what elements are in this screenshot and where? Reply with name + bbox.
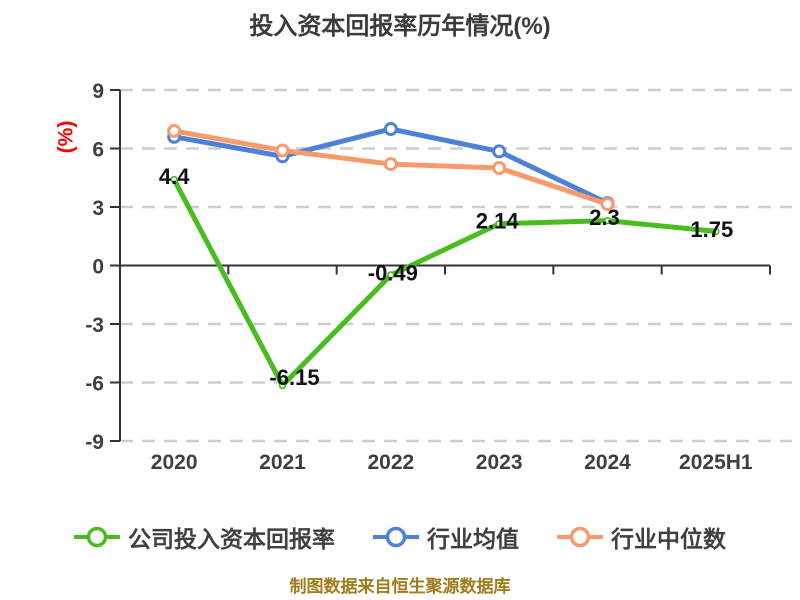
y-tick-label: 3 (92, 197, 104, 220)
data-point (275, 143, 290, 158)
legend-label: 行业中位数 (611, 526, 726, 552)
y-tick-label: 0 (92, 256, 104, 279)
x-tick-label: 2020 (151, 451, 198, 474)
x-tick-label: 2025H1 (679, 451, 753, 474)
x-axis-ticks (119, 265, 771, 275)
legend-label: 公司投入资本回报率 (128, 526, 335, 552)
y-axis-ticks: 9 6 3 0 -3 -6 -9 (85, 80, 120, 454)
legend-item-industry-median[interactable]: 行业中位数 (557, 520, 726, 554)
line-marker-icon (373, 526, 419, 548)
value-label: 2.14 (476, 208, 520, 233)
series-company-roic (170, 175, 720, 390)
legend: 公司投入资本回报率 行业均值 行业中位数 (0, 520, 800, 554)
value-label: 4.4 (159, 164, 190, 189)
chart-title: 投入资本回报率历年情况(%) (249, 13, 551, 40)
legend-label: 行业均值 (427, 526, 519, 552)
y-tick-label: 6 (92, 139, 104, 162)
value-label: 2.3 (589, 205, 620, 230)
x-tick-label: 2024 (584, 451, 631, 474)
data-point (712, 227, 720, 236)
value-label: -0.49 (368, 261, 418, 286)
legend-item-company-roic[interactable]: 公司投入资本回报率 (74, 520, 335, 554)
x-tick-label: 2023 (476, 451, 523, 474)
data-point (603, 216, 612, 225)
value-label: 1.75 (690, 217, 733, 242)
data-point (387, 271, 395, 279)
data-point (492, 144, 507, 159)
data-point (383, 122, 398, 136)
value-label: -6.15 (269, 365, 319, 390)
data-source-note: 制图数据来自恒生聚源数据库 (289, 577, 511, 596)
series-industry-median (167, 123, 615, 212)
x-tick-label: 2022 (367, 451, 414, 474)
data-point (167, 123, 182, 138)
legend-item-industry-mean[interactable]: 行业均值 (373, 520, 519, 554)
y-tick-label: -9 (85, 431, 104, 454)
x-axis-labels: 2020 2021 2022 2023 2024 2025H1 (151, 451, 753, 474)
roic-line-chart: 9 6 3 0 -3 -6 -9 2020 2021 2022 2023 2024 2025H1 (%) 4… (55, 80, 792, 474)
data-point (495, 220, 503, 228)
y-axis-name: (%) (55, 121, 78, 154)
y-tick-label: -3 (85, 314, 104, 337)
y-tick-label: 9 (92, 80, 104, 103)
y-tick-label: -6 (85, 373, 104, 396)
data-point (170, 175, 178, 184)
series-value-labels: 4.4 -6.15 -0.49 2.14 2.3 1.75 (159, 164, 733, 390)
line-marker-icon (557, 526, 603, 548)
data-point (492, 161, 507, 175)
data-point (278, 381, 287, 390)
x-tick-label: 2021 (259, 451, 306, 474)
data-point (600, 197, 615, 212)
data-point (383, 157, 398, 172)
line-marker-icon (74, 526, 120, 548)
